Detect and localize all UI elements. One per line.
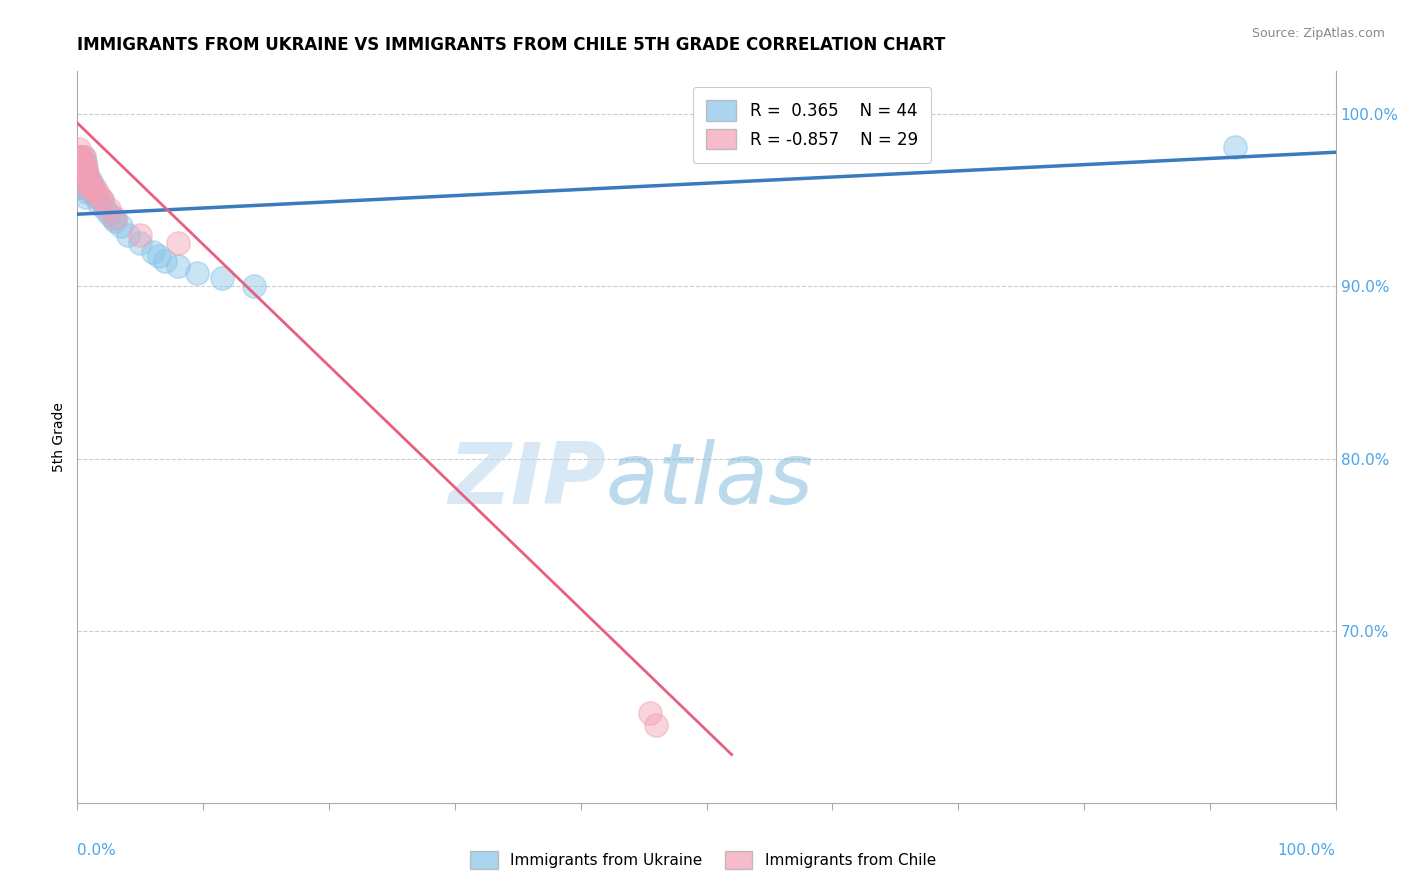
Point <box>72 179 94 194</box>
Point <box>80 176 103 190</box>
Point <box>645 718 668 732</box>
Point <box>86 185 108 199</box>
Point <box>638 706 661 721</box>
Point <box>104 214 127 228</box>
Point <box>84 185 107 199</box>
Point <box>167 259 190 273</box>
Legend: Immigrants from Ukraine, Immigrants from Chile: Immigrants from Ukraine, Immigrants from… <box>464 845 942 875</box>
Point <box>66 176 89 190</box>
Point <box>83 179 105 194</box>
Point <box>76 168 98 182</box>
Point <box>82 185 104 199</box>
Point <box>167 236 190 251</box>
Point <box>73 173 96 187</box>
Point <box>72 166 94 180</box>
Point <box>72 155 94 169</box>
Text: Source: ZipAtlas.com: Source: ZipAtlas.com <box>1251 27 1385 40</box>
Point <box>77 176 100 190</box>
Point <box>142 245 165 260</box>
Point <box>69 168 91 182</box>
Point <box>75 162 97 177</box>
Point <box>72 150 94 164</box>
Text: ZIP: ZIP <box>449 440 606 523</box>
Point <box>72 162 94 177</box>
Point <box>67 150 90 164</box>
Legend: R =  0.365    N = 44, R = -0.857    N = 29: R = 0.365 N = 44, R = -0.857 N = 29 <box>693 87 931 162</box>
Point <box>91 194 114 208</box>
Point <box>75 179 97 194</box>
Point <box>70 150 93 164</box>
Point <box>67 142 90 156</box>
Point <box>89 190 111 204</box>
Point <box>104 211 127 225</box>
Point <box>70 176 93 190</box>
Point <box>77 173 100 187</box>
Point <box>72 162 94 177</box>
Point <box>76 185 98 199</box>
Point <box>67 155 90 169</box>
Point <box>73 155 96 169</box>
Point <box>155 253 177 268</box>
Point <box>75 173 97 187</box>
Point <box>66 150 89 164</box>
Point <box>211 271 233 285</box>
Text: 100.0%: 100.0% <box>1278 843 1336 858</box>
Point <box>79 173 101 187</box>
Text: IMMIGRANTS FROM UKRAINE VS IMMIGRANTS FROM CHILE 5TH GRADE CORRELATION CHART: IMMIGRANTS FROM UKRAINE VS IMMIGRANTS FR… <box>77 36 946 54</box>
Y-axis label: 5th Grade: 5th Grade <box>52 402 66 472</box>
Point <box>70 150 93 164</box>
Point <box>76 168 98 182</box>
Point <box>72 179 94 194</box>
Point <box>97 202 120 216</box>
Point <box>87 197 110 211</box>
Point <box>129 236 152 251</box>
Point <box>1223 140 1246 154</box>
Point <box>129 227 152 242</box>
Point <box>91 194 114 208</box>
Point <box>110 219 132 234</box>
Point <box>73 176 96 190</box>
Point <box>94 202 117 216</box>
Point <box>72 168 94 182</box>
Point <box>69 162 91 177</box>
Point <box>69 157 91 171</box>
Point <box>97 207 120 221</box>
Text: atlas: atlas <box>606 440 814 523</box>
Point <box>72 155 94 169</box>
Point <box>84 190 107 204</box>
Point <box>82 179 104 194</box>
Point <box>242 279 264 293</box>
Point <box>75 162 97 177</box>
Point <box>101 211 124 225</box>
Point <box>70 162 93 177</box>
Point <box>69 150 91 164</box>
Point <box>79 179 101 194</box>
Point <box>148 248 170 262</box>
Text: 0.0%: 0.0% <box>77 843 117 858</box>
Point <box>73 155 96 169</box>
Point <box>75 190 97 204</box>
Point <box>70 162 93 177</box>
Point <box>67 162 90 177</box>
Point <box>72 150 94 164</box>
Point <box>186 266 208 280</box>
Point <box>117 227 139 242</box>
